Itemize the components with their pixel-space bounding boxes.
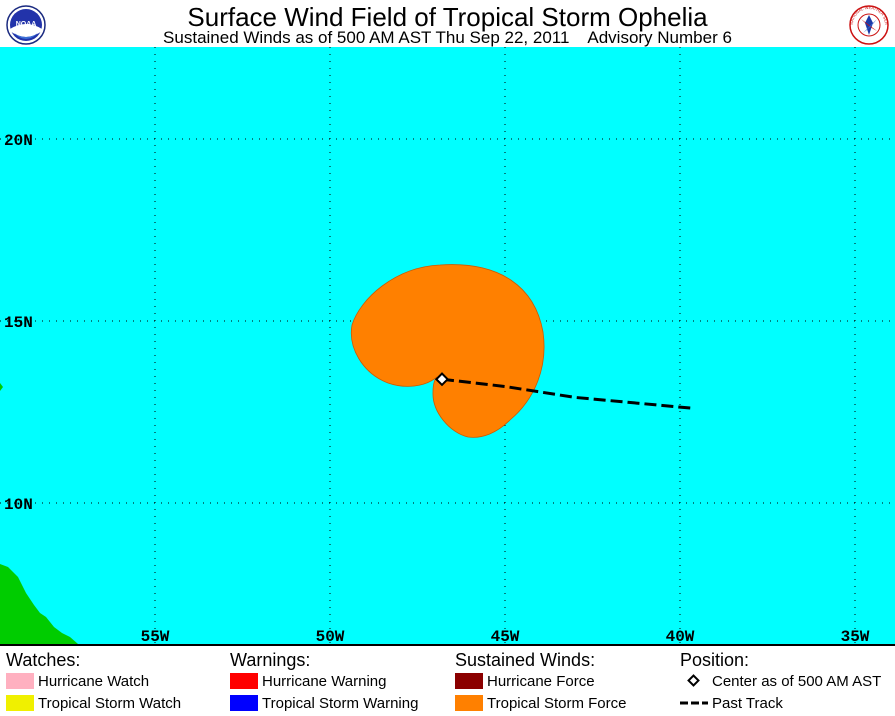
island-small: [0, 383, 3, 391]
tropical-storm-watch-swatch: [6, 695, 34, 712]
longitude-label: 50W: [316, 628, 345, 644]
page-subtitle: Sustained Winds as of 500 AM AST Thu Sep…: [163, 28, 732, 47]
dashed-line-icon: [680, 701, 708, 705]
legend-item-label: Tropical Storm Watch: [38, 695, 182, 712]
nws-logo: NATIONAL WEATHER SERVICE: [849, 5, 889, 45]
legend-item: Hurricane Watch: [6, 671, 181, 693]
legend-item-label: Center as of 500 AM AST: [712, 673, 882, 690]
legend-watches-heading: Watches:: [6, 650, 81, 670]
hurricane-watch-swatch: [6, 673, 34, 690]
longitude-label: 35W: [841, 628, 870, 644]
noaa-logo-text: NOAA: [16, 21, 37, 28]
grid-lines: [0, 47, 895, 644]
tropical-storm-warning-swatch: [230, 695, 258, 712]
hurricane-warning-swatch: [230, 673, 258, 690]
legend-item: Tropical Storm Watch: [6, 693, 181, 715]
tropical-storm-wind-field: [350, 264, 545, 438]
legend: Watches: Hurricane Watch Tropical Storm …: [0, 644, 895, 716]
legend-position-heading: Position:: [680, 650, 750, 670]
latitude-label: 15N: [4, 314, 33, 332]
legend-item: Hurricane Force: [455, 671, 626, 693]
map-svg: 55W 50W 45W 40W 35W 20N 15N 10N: [0, 47, 895, 644]
legend-item-label: Tropical Storm Force: [487, 695, 627, 712]
legend-position: Position: Center as of 500 AM AST Past T…: [680, 649, 881, 715]
storm-center-diamond: [434, 372, 450, 387]
legend-item-label: Hurricane Force: [487, 673, 595, 690]
tropical-storm-force-swatch: [455, 695, 483, 712]
latitude-label: 10N: [4, 496, 33, 514]
legend-watches: Watches: Hurricane Watch Tropical Storm …: [6, 649, 181, 715]
land-south-america: [0, 564, 78, 644]
legend-warnings: Warnings: Hurricane Warning Tropical Sto…: [230, 649, 418, 715]
legend-item-label: Hurricane Warning: [262, 673, 387, 690]
header: NOAA Surface Wind Field of Tropical Stor…: [0, 0, 895, 47]
legend-winds-heading: Sustained Winds:: [455, 650, 596, 670]
legend-item: Tropical Storm Force: [455, 693, 626, 715]
longitude-label: 55W: [141, 628, 170, 644]
page-title: Surface Wind Field of Tropical Storm Oph…: [187, 2, 708, 32]
hurricane-force-swatch: [455, 673, 483, 690]
latitude-labels: 20N 15N 10N: [4, 132, 33, 514]
legend-item: Hurricane Warning: [230, 671, 418, 693]
legend-item: Tropical Storm Warning: [230, 693, 418, 715]
noaa-logo: NOAA: [6, 5, 46, 45]
latitude-label: 20N: [4, 132, 33, 150]
diamond-icon: [687, 674, 700, 687]
legend-item: Past Track: [680, 693, 881, 715]
longitude-labels: 55W 50W 45W 40W 35W: [141, 628, 870, 644]
legend-item: Center as of 500 AM AST: [680, 671, 881, 693]
map-panel: 55W 50W 45W 40W 35W 20N 15N 10N: [0, 47, 895, 644]
legend-item-label: Hurricane Watch: [38, 673, 150, 690]
past-track-line: [441, 377, 695, 410]
legend-item-label: Tropical Storm Warning: [262, 695, 419, 712]
legend-sustained-winds: Sustained Winds: Hurricane Force Tropica…: [455, 649, 626, 715]
legend-item-label: Past Track: [712, 695, 783, 712]
longitude-label: 45W: [491, 628, 520, 644]
legend-warnings-heading: Warnings:: [230, 650, 311, 670]
longitude-label: 40W: [666, 628, 695, 644]
